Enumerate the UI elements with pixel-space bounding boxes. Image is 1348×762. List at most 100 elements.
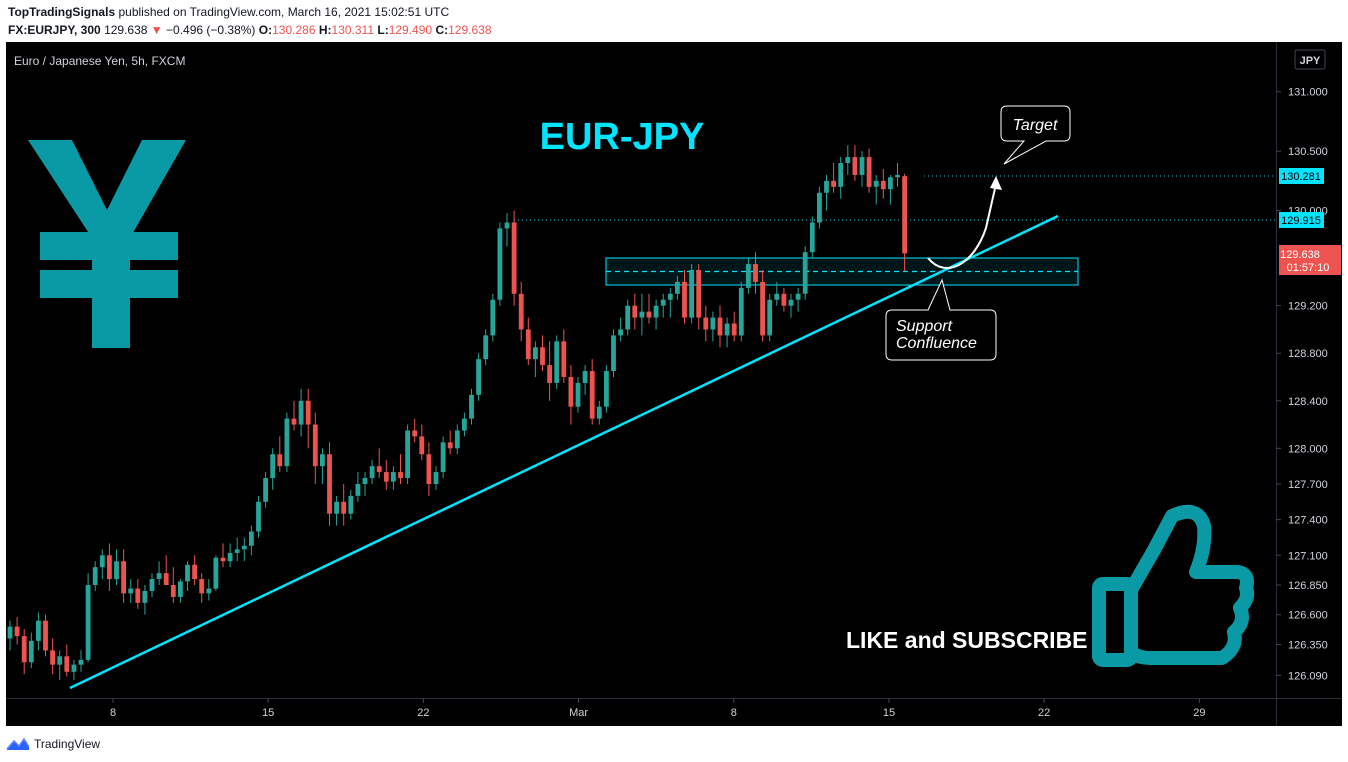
- candle-body[interactable]: [99, 555, 105, 568]
- candle-body[interactable]: [298, 400, 304, 425]
- candle-body[interactable]: [369, 466, 375, 479]
- candle-body[interactable]: [611, 335, 616, 372]
- candle-body[interactable]: [469, 394, 474, 419]
- candle-body[interactable]: [873, 180, 879, 187]
- candle-body[interactable]: [327, 454, 332, 514]
- price-axis[interactable]: 131.000130.500130.000129.200128.800128.4…: [1276, 87, 1328, 683]
- candle-body[interactable]: [682, 281, 687, 318]
- candle-body[interactable]: [206, 588, 212, 594]
- candle-body[interactable]: [433, 472, 439, 484]
- chart-frame[interactable]: Euro / Japanese Yen, 5h, FXCM EUR-JPY Ta…: [6, 42, 1342, 726]
- candle-body[interactable]: [738, 287, 744, 336]
- candle-body[interactable]: [646, 311, 652, 318]
- candle-body[interactable]: [78, 659, 84, 665]
- candle-body[interactable]: [817, 192, 822, 223]
- candle-body[interactable]: [511, 222, 517, 294]
- candle-body[interactable]: [50, 650, 55, 665]
- candle-body[interactable]: [731, 323, 737, 336]
- candle-body[interactable]: [824, 180, 829, 193]
- candle-body[interactable]: [518, 293, 524, 330]
- candle-body[interactable]: [213, 557, 219, 589]
- candle-body[interactable]: [305, 400, 311, 425]
- candle-body[interactable]: [170, 585, 176, 597]
- candle-body[interactable]: [398, 472, 403, 479]
- candle-body[interactable]: [660, 299, 666, 306]
- author-name[interactable]: TopTradingSignals: [8, 5, 116, 19]
- candle-body[interactable]: [604, 371, 609, 407]
- candle-body[interactable]: [220, 557, 226, 562]
- candle-body[interactable]: [582, 371, 588, 383]
- candle-body[interactable]: [703, 317, 709, 330]
- candle-body[interactable]: [57, 656, 63, 665]
- candle-body[interactable]: [575, 382, 581, 407]
- candle-body[interactable]: [845, 157, 851, 164]
- candle-body[interactable]: [653, 305, 659, 318]
- candle-body[interactable]: [21, 636, 27, 663]
- candle-body[interactable]: [419, 436, 425, 455]
- candle-body[interactable]: [476, 359, 481, 395]
- candle-body[interactable]: [675, 281, 680, 294]
- candle-body[interactable]: [92, 567, 98, 586]
- candle-body[interactable]: [795, 293, 801, 300]
- candle-body[interactable]: [540, 347, 545, 366]
- candle-body[interactable]: [405, 430, 410, 479]
- candle-body[interactable]: [199, 579, 205, 594]
- candle-body[interactable]: [632, 305, 638, 318]
- candle-body[interactable]: [483, 335, 489, 360]
- candle-body[interactable]: [355, 483, 361, 496]
- candle-body[interactable]: [128, 588, 134, 594]
- candle-body[interactable]: [36, 620, 41, 641]
- candle-body[interactable]: [241, 545, 247, 550]
- candle-body[interactable]: [504, 222, 510, 229]
- plot-area[interactable]: [6, 42, 1276, 698]
- candle-body[interactable]: [227, 552, 233, 562]
- candle-body[interactable]: [71, 664, 77, 672]
- candle-body[interactable]: [440, 442, 446, 473]
- candle-body[interactable]: [312, 424, 318, 467]
- candle-body[interactable]: [781, 293, 787, 306]
- candle-body[interactable]: [852, 157, 858, 175]
- time-axis[interactable]: 8 15 22 Mar 8 15 22 29: [110, 698, 1206, 719]
- candle-body[interactable]: [383, 472, 389, 482]
- candle-body[interactable]: [802, 252, 808, 294]
- candle-body[interactable]: [568, 377, 574, 407]
- candle-body[interactable]: [348, 495, 354, 514]
- candle-body[interactable]: [462, 418, 467, 431]
- candle-body[interactable]: [760, 281, 765, 336]
- candle-body[interactable]: [490, 299, 496, 336]
- candle-body[interactable]: [497, 228, 503, 300]
- candle-body[interactable]: [270, 454, 276, 479]
- candlestick-chart[interactable]: Euro / Japanese Yen, 5h, FXCM EUR-JPY Ta…: [6, 42, 1342, 726]
- projection-arrow[interactable]: [927, 183, 997, 270]
- candle-body[interactable]: [767, 299, 773, 336]
- candle-body[interactable]: [114, 561, 119, 580]
- candle-body[interactable]: [866, 157, 872, 187]
- candle-body[interactable]: [284, 418, 290, 467]
- candle-body[interactable]: [696, 270, 702, 318]
- candle-body[interactable]: [639, 311, 645, 318]
- candle-body[interactable]: [334, 501, 339, 514]
- candle-body[interactable]: [64, 656, 70, 672]
- currency-badge[interactable]: JPY: [1294, 49, 1326, 70]
- candle-body[interactable]: [838, 163, 844, 187]
- candle-body[interactable]: [263, 478, 268, 502]
- candle-body[interactable]: [426, 454, 432, 484]
- candle-body[interactable]: [525, 329, 531, 360]
- candle-body[interactable]: [163, 573, 169, 586]
- tradingview-footer[interactable]: TradingView: [6, 735, 100, 753]
- candle-body[interactable]: [412, 430, 418, 437]
- candle-body[interactable]: [447, 442, 453, 449]
- candle-body[interactable]: [149, 579, 155, 591]
- candle-body[interactable]: [391, 472, 396, 482]
- support-callout[interactable]: Support Confluence: [885, 278, 997, 361]
- candle-body[interactable]: [135, 588, 141, 603]
- thumbs-up-icon[interactable]: [1092, 504, 1255, 667]
- candle-body[interactable]: [320, 454, 325, 467]
- candle-body[interactable]: [895, 174, 900, 178]
- candle-body[interactable]: [788, 299, 794, 306]
- candle-body[interactable]: [362, 478, 368, 484]
- candle-body[interactable]: [454, 430, 460, 449]
- candle-body[interactable]: [185, 564, 190, 582]
- candle-body[interactable]: [554, 341, 560, 383]
- candle-body[interactable]: [774, 293, 780, 300]
